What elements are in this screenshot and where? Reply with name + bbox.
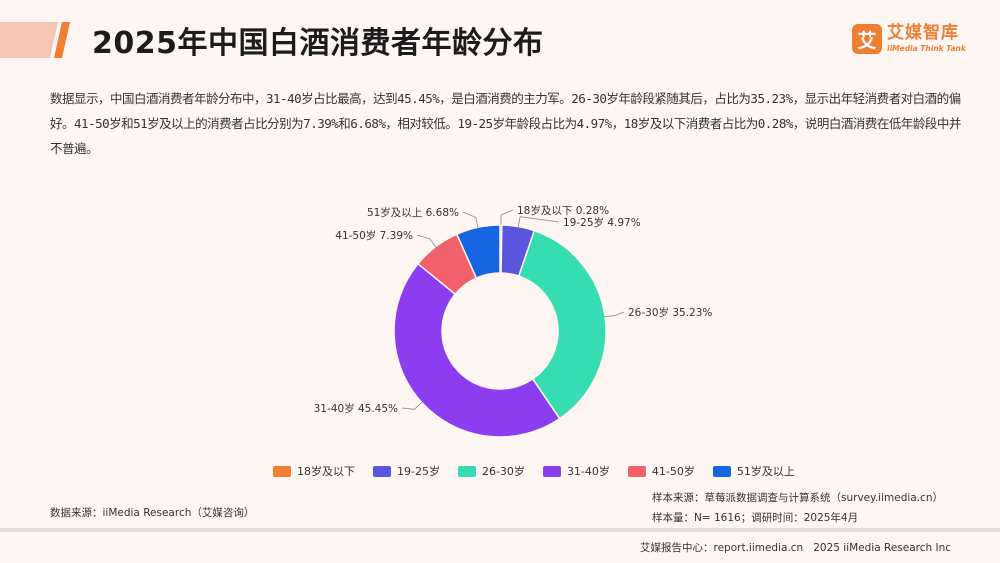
legend-swatch-3 xyxy=(542,465,561,477)
leader-line-4 xyxy=(416,234,438,249)
donut-slice-3 xyxy=(393,262,561,438)
leader-line-2 xyxy=(603,311,625,318)
legend-label-4: 41-50岁 xyxy=(651,465,695,478)
donut-slice-5 xyxy=(455,224,501,280)
donut-slice-2 xyxy=(517,229,607,420)
legend-swatch-5 xyxy=(712,465,731,477)
data-label-2: 26-30岁 35.23% xyxy=(628,306,712,319)
data-label-0: 18岁及以下 0.28% xyxy=(517,204,609,217)
data-label-3: 31-40岁 45.45% xyxy=(314,402,398,415)
legend-label-1: 19-25岁 xyxy=(397,465,440,478)
leader-line-3 xyxy=(401,400,424,410)
data-label-1: 19-25岁 4.97% xyxy=(563,216,641,229)
legend-item-2: 26-30岁 xyxy=(457,463,525,479)
legend-item-1: 19-25岁 xyxy=(373,463,440,479)
legend-label-0: 18岁及以下 xyxy=(297,465,355,478)
description-text: 数据显示，中国白酒消费者年龄分布中，31-40岁占比最高，达到45.45%，是白… xyxy=(50,91,961,156)
page-title: 2025年中国白酒消费者年龄分布 xyxy=(92,26,544,61)
sample-source: 样本来源：草莓派数据调查与计算系统（survey.iimedia.cn） xyxy=(652,492,943,504)
leader-line-5 xyxy=(462,211,479,230)
data-label-5: 51岁及以上 6.68% xyxy=(367,206,459,219)
logo-icon: 艾 xyxy=(852,24,882,54)
header-decoration xyxy=(0,22,70,58)
logo-subtitle: iiMedia Think Tank xyxy=(887,44,966,54)
legend-label-3: 31-40岁 xyxy=(566,465,610,478)
legend-label-5: 51岁及以上 xyxy=(736,465,795,478)
data-label-4: 41-50岁 7.39% xyxy=(335,229,413,242)
legend-item-0: 18岁及以下 xyxy=(273,463,355,479)
legend-item-4: 41-50岁 xyxy=(627,463,695,479)
logo-name: 艾媒智库 xyxy=(887,23,959,44)
footer-divider xyxy=(0,528,1000,532)
legend-swatch-0 xyxy=(273,465,291,477)
leader-line-1 xyxy=(517,216,560,229)
legend-swatch-2 xyxy=(457,465,476,477)
legend-label-2: 26-30岁 xyxy=(481,465,525,478)
data-source: 数据来源：iiMedia Research（艾媒咨询） xyxy=(50,507,255,519)
sample-size: 样本量：N= 1616；调研时间：2025年4月 xyxy=(652,512,859,524)
legend-item-5: 51岁及以上 xyxy=(712,463,795,479)
leader-line-0 xyxy=(500,209,514,228)
chart-legend: 18岁及以下 19-25岁 26-30岁 31-40岁 41-50岁 51岁及以上 xyxy=(273,463,813,479)
sample-info: 样本来源：草莓派数据调查与计算系统（survey.iimedia.cn） 样本量… xyxy=(652,488,943,528)
footer-text: 艾媒报告中心：report.iimedia.cn 2025 iiMedia Re… xyxy=(640,542,952,554)
brand-logo: 艾 艾媒智库 iiMedia Think Tank xyxy=(852,22,966,56)
legend-item-3: 31-40岁 xyxy=(542,463,610,479)
legend-swatch-1 xyxy=(373,465,391,477)
legend-swatch-4 xyxy=(627,465,646,477)
